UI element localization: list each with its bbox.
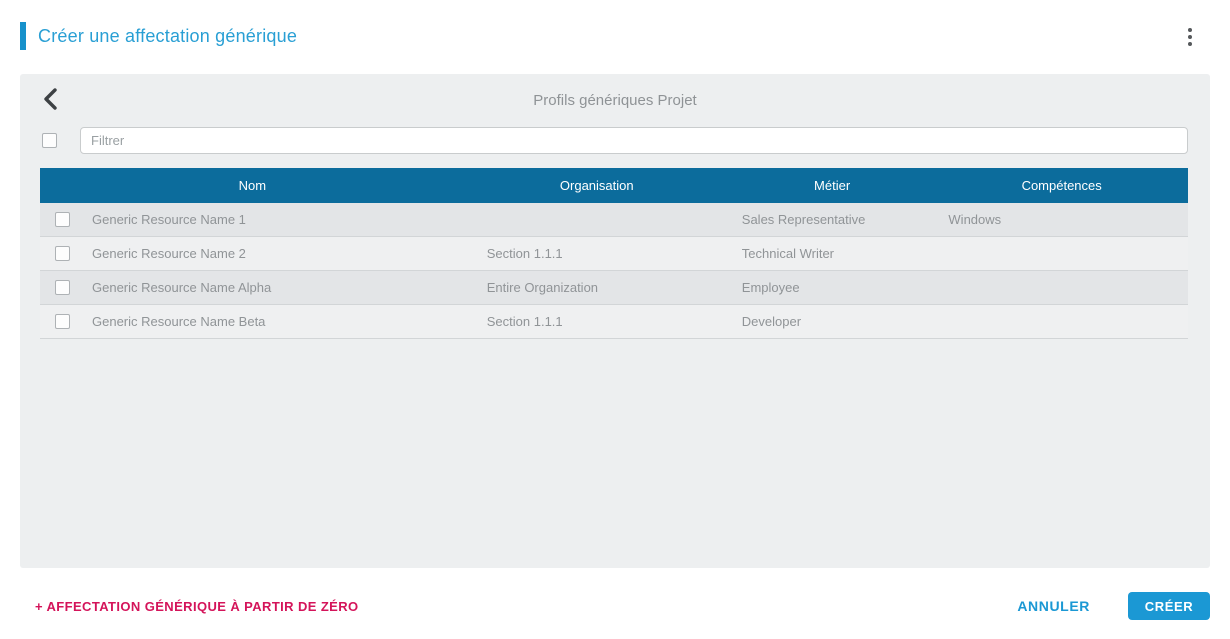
back-button[interactable] [38, 86, 64, 112]
title-accent-bar [20, 22, 26, 50]
cell-metier: Technical Writer [741, 246, 835, 261]
cell-metier: Developer [741, 314, 802, 329]
table-row[interactable]: Generic Resource Name 1 Sales Representa… [40, 203, 1188, 237]
table-row[interactable]: Generic Resource Name Alpha Entire Organ… [40, 271, 1188, 305]
create-from-scratch-button[interactable]: + AFFECTATION GÉNÉRIQUE À PARTIR DE ZÉRO [20, 599, 359, 614]
cancel-button[interactable]: ANNULER [1017, 598, 1090, 614]
cell-organisation: Entire Organization [486, 280, 599, 295]
cell-nom: Generic Resource Name Beta [92, 314, 266, 329]
column-header-nom: Nom [238, 178, 267, 193]
cell-metier: Sales Representative [741, 212, 866, 227]
cell-nom: Generic Resource Name Alpha [92, 280, 272, 295]
dialog-header: Créer une affectation générique [20, 22, 1210, 50]
profiles-panel: Profils génériques Projet Nom Organisati… [20, 74, 1210, 568]
row-checkbox[interactable] [55, 280, 70, 295]
table-header: Nom Organisation Métier Compétences [40, 168, 1188, 203]
dialog-footer: + AFFECTATION GÉNÉRIQUE À PARTIR DE ZÉRO… [20, 591, 1210, 621]
kebab-menu-icon[interactable] [1178, 23, 1202, 51]
table-row[interactable]: Generic Resource Name Beta Section 1.1.1… [40, 305, 1188, 339]
cell-nom: Generic Resource Name 1 [92, 212, 246, 227]
row-checkbox[interactable] [55, 246, 70, 261]
cell-metier: Employee [741, 280, 800, 295]
page-title: Créer une affectation générique [38, 25, 298, 46]
column-header-competences: Compétences [1021, 178, 1102, 193]
filter-input[interactable] [80, 126, 1188, 154]
column-header-organisation: Organisation [559, 178, 634, 193]
footer-actions: ANNULER CRÉER [1017, 592, 1210, 620]
cell-competences: Windows [948, 212, 1002, 227]
table-row[interactable]: Generic Resource Name 2 Section 1.1.1 Te… [40, 237, 1188, 271]
panel-title: Profils génériques Projet [533, 92, 697, 109]
chevron-left-icon [44, 88, 57, 110]
cell-organisation: Section 1.1.1 [486, 246, 563, 261]
filter-row [42, 126, 1188, 154]
row-checkbox[interactable] [55, 314, 70, 329]
row-checkbox[interactable] [55, 212, 70, 227]
cell-nom: Generic Resource Name 2 [92, 246, 246, 261]
create-button[interactable]: CRÉER [1128, 592, 1210, 620]
select-all-checkbox[interactable] [42, 132, 57, 148]
column-header-metier: Métier [814, 178, 851, 193]
generic-profiles-table: Nom Organisation Métier Compétences Gene… [40, 168, 1188, 339]
cell-organisation: Section 1.1.1 [486, 314, 563, 329]
